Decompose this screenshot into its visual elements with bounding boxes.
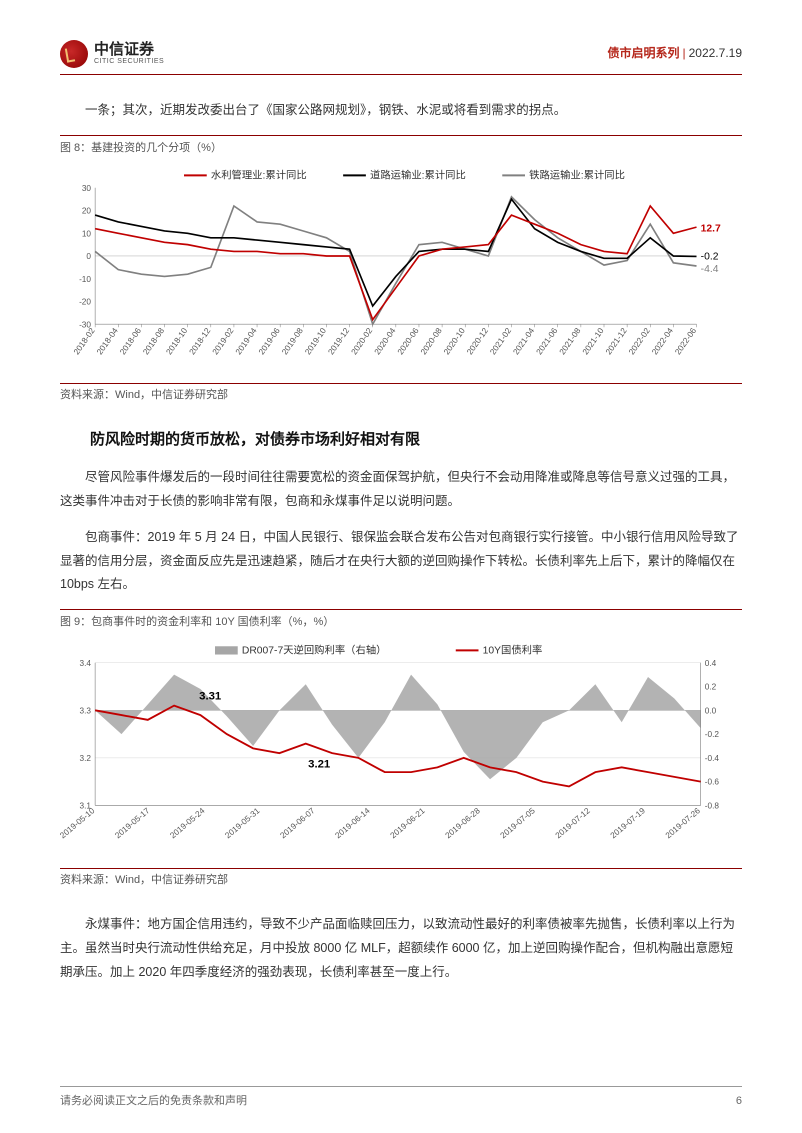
svg-text:20: 20 — [82, 207, 92, 216]
svg-text:2019-10: 2019-10 — [303, 326, 328, 356]
svg-text:-0.8: -0.8 — [705, 801, 720, 810]
svg-text:铁路运输业:累计同比: 铁路运输业:累计同比 — [529, 169, 625, 182]
fig9-source: 资料来源：Wind，中信证券研究部 — [60, 868, 742, 890]
svg-text:2020-04: 2020-04 — [373, 326, 398, 356]
svg-text:-4.4: -4.4 — [701, 265, 719, 276]
svg-text:2019-02: 2019-02 — [211, 326, 236, 356]
header-right: 债市启明系列|2022.7.19 — [607, 44, 742, 63]
svg-text:-0.2: -0.2 — [701, 252, 719, 263]
svg-text:2021-12: 2021-12 — [604, 326, 629, 356]
svg-text:2022-04: 2022-04 — [650, 326, 675, 356]
svg-text:3.3: 3.3 — [80, 706, 92, 715]
svg-text:2019-06-21: 2019-06-21 — [389, 806, 427, 840]
para-2: 包商事件：2019 年 5 月 24 日，中国人民银行、银保监会联合发布公告对包… — [60, 526, 742, 597]
svg-text:水利管理业:累计同比: 水利管理业:累计同比 — [211, 169, 307, 182]
svg-text:2019-07-12: 2019-07-12 — [554, 806, 592, 840]
svg-text:2020-08: 2020-08 — [419, 326, 444, 356]
svg-text:2021-06: 2021-06 — [535, 326, 560, 356]
svg-text:0.2: 0.2 — [705, 682, 717, 691]
svg-text:-0.2: -0.2 — [705, 730, 720, 739]
svg-text:2019-07-26: 2019-07-26 — [664, 806, 702, 840]
svg-text:2019-05-17: 2019-05-17 — [113, 806, 151, 840]
svg-text:DR007-7天逆回购利率（右轴）: DR007-7天逆回购利率（右轴） — [242, 643, 387, 656]
svg-text:2019-05-10: 2019-05-10 — [60, 806, 97, 840]
svg-text:30: 30 — [82, 184, 92, 193]
fig9-caption: 图 9：包商事件时的资金利率和 10Y 国债利率（%，%） — [60, 609, 742, 632]
svg-text:2019-05-24: 2019-05-24 — [168, 806, 206, 840]
svg-text:2022-06: 2022-06 — [673, 326, 698, 356]
para-3: 永煤事件：地方国企信用违约，导致不少产品面临赎回压力，以致流动性最好的利率债被率… — [60, 913, 742, 984]
svg-text:2021-08: 2021-08 — [558, 326, 583, 356]
citic-logo-icon — [60, 40, 88, 68]
svg-text:-20: -20 — [79, 298, 91, 307]
svg-text:2020-06: 2020-06 — [396, 326, 421, 356]
logo-text-cn: 中信证券 — [94, 42, 164, 59]
svg-text:2021-10: 2021-10 — [581, 326, 606, 356]
svg-text:2019-06-07: 2019-06-07 — [278, 806, 316, 840]
section-heading: 防风险时期的货币放松，对债券市场利好相对有限 — [60, 428, 742, 452]
svg-text:2019-12: 2019-12 — [326, 326, 351, 356]
svg-text:2019-05-31: 2019-05-31 — [223, 806, 261, 840]
page-number: 6 — [736, 1093, 742, 1111]
svg-text:2019-04: 2019-04 — [234, 326, 259, 356]
svg-text:3.4: 3.4 — [80, 659, 92, 668]
svg-text:2019-06-14: 2019-06-14 — [334, 806, 372, 840]
svg-text:2020-12: 2020-12 — [465, 326, 490, 356]
svg-text:道路运输业:累计同比: 道路运输业:累计同比 — [370, 169, 466, 182]
para-1: 尽管风险事件爆发后的一段时间往往需要宽松的资金面保驾护航，但央行不会动用降准或降… — [60, 466, 742, 514]
svg-text:2020-02: 2020-02 — [350, 326, 375, 356]
fig8-caption: 图 8：基建投资的几个分项（%） — [60, 135, 742, 158]
svg-text:2018-08: 2018-08 — [141, 326, 166, 356]
svg-text:10Y国债利率: 10Y国债利率 — [483, 643, 543, 656]
svg-text:2019-07-05: 2019-07-05 — [499, 806, 537, 840]
svg-text:0.4: 0.4 — [705, 659, 717, 668]
svg-text:3.2: 3.2 — [80, 754, 92, 763]
doc-date: 2022.7.19 — [689, 46, 742, 60]
svg-text:2018-12: 2018-12 — [188, 326, 213, 356]
svg-text:2018-04: 2018-04 — [95, 326, 120, 356]
svg-text:2018-06: 2018-06 — [118, 326, 143, 356]
svg-text:2018-02: 2018-02 — [72, 326, 97, 356]
svg-text:3.31: 3.31 — [199, 690, 221, 702]
svg-text:2022-02: 2022-02 — [627, 326, 652, 356]
svg-text:3.21: 3.21 — [308, 758, 330, 770]
fig8-source: 资料来源：Wind，中信证券研究部 — [60, 383, 742, 405]
svg-text:2020-10: 2020-10 — [442, 326, 467, 356]
fig8-chart: 水利管理业:累计同比道路运输业:累计同比铁路运输业:累计同比-30-20-100… — [60, 163, 742, 370]
svg-text:2021-04: 2021-04 — [512, 326, 537, 356]
svg-text:2021-02: 2021-02 — [488, 326, 513, 356]
svg-text:0: 0 — [86, 252, 91, 261]
page-footer: 请务必阅读正文之后的免责条款和声明 6 — [60, 1086, 742, 1111]
svg-text:2019-08: 2019-08 — [280, 326, 305, 356]
intro-paragraph: 一条；其次，近期发改委出台了《国家公路网规划》，钢铁、水泥或将看到需求的拐点。 — [60, 99, 742, 123]
svg-text:2019-06-28: 2019-06-28 — [444, 806, 482, 840]
svg-text:10: 10 — [82, 230, 92, 239]
svg-text:2018-10: 2018-10 — [165, 326, 190, 356]
svg-text:12.7: 12.7 — [701, 224, 721, 235]
page-header: 中信证券 CITIC SECURITIES 债市启明系列|2022.7.19 — [60, 40, 742, 75]
svg-text:-0.4: -0.4 — [705, 754, 720, 763]
svg-text:2019-06: 2019-06 — [257, 326, 282, 356]
logo-block: 中信证券 CITIC SECURITIES — [60, 40, 164, 68]
footer-disclaimer: 请务必阅读正文之后的免责条款和声明 — [60, 1093, 247, 1111]
svg-text:-10: -10 — [79, 275, 91, 284]
svg-text:2019-07-19: 2019-07-19 — [609, 806, 647, 840]
svg-text:-0.6: -0.6 — [705, 777, 720, 786]
doc-series: 债市启明系列 — [607, 46, 679, 60]
svg-text:0.0: 0.0 — [705, 706, 717, 715]
logo-text-en: CITIC SECURITIES — [94, 58, 164, 66]
fig9-chart: DR007-7天逆回购利率（右轴）10Y国债利率3.13.23.33.4-0.8… — [60, 638, 742, 855]
